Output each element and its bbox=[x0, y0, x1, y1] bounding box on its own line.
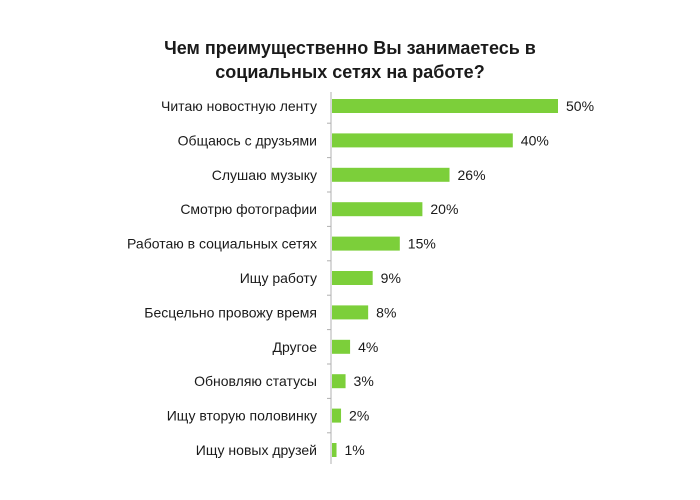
bar bbox=[332, 99, 558, 113]
category-label: Работаю в социальных сетях bbox=[127, 236, 317, 252]
bar bbox=[332, 443, 337, 457]
value-label: 40% bbox=[521, 132, 549, 148]
category-label: Другое bbox=[273, 339, 318, 355]
value-label: 8% bbox=[376, 304, 396, 320]
bar bbox=[332, 236, 400, 251]
category-label: Ищу вторую половинку bbox=[167, 408, 317, 424]
category-label: Общаюсь с друзьями bbox=[178, 132, 317, 148]
bar bbox=[332, 408, 342, 423]
category-label: Ищу новых друзей bbox=[196, 442, 317, 458]
category-label: Ищу работу bbox=[240, 270, 317, 286]
category-label: Обновляю статусы bbox=[194, 373, 317, 389]
chart-title-line-2: социальных сетях на работе? bbox=[215, 62, 485, 82]
chart-title-line-1: Чем преимущественно Вы занимаетесь в bbox=[164, 38, 536, 58]
category-label: Бесцельно провожу время bbox=[144, 304, 317, 320]
value-label: 20% bbox=[430, 201, 458, 217]
value-label: 2% bbox=[349, 408, 369, 424]
bar bbox=[332, 305, 369, 320]
bar bbox=[332, 167, 450, 182]
value-label: 1% bbox=[345, 442, 365, 458]
value-label: 3% bbox=[354, 373, 374, 389]
bar bbox=[332, 202, 423, 217]
category-label: Читаю новостную ленту bbox=[161, 98, 317, 114]
bar bbox=[332, 339, 351, 354]
chart-title: Чем преимущественно Вы занимаетесь в соц… bbox=[0, 36, 700, 84]
category-label: Смотрю фотографии bbox=[180, 201, 317, 217]
bar bbox=[332, 271, 373, 285]
value-label: 4% bbox=[358, 339, 378, 355]
value-label: 15% bbox=[408, 236, 436, 252]
value-label: 50% bbox=[566, 98, 594, 114]
bar bbox=[332, 133, 513, 148]
value-label: 9% bbox=[381, 270, 401, 286]
value-label: 26% bbox=[458, 167, 486, 183]
bar bbox=[332, 374, 346, 389]
category-label: Слушаю музыку bbox=[212, 167, 317, 183]
